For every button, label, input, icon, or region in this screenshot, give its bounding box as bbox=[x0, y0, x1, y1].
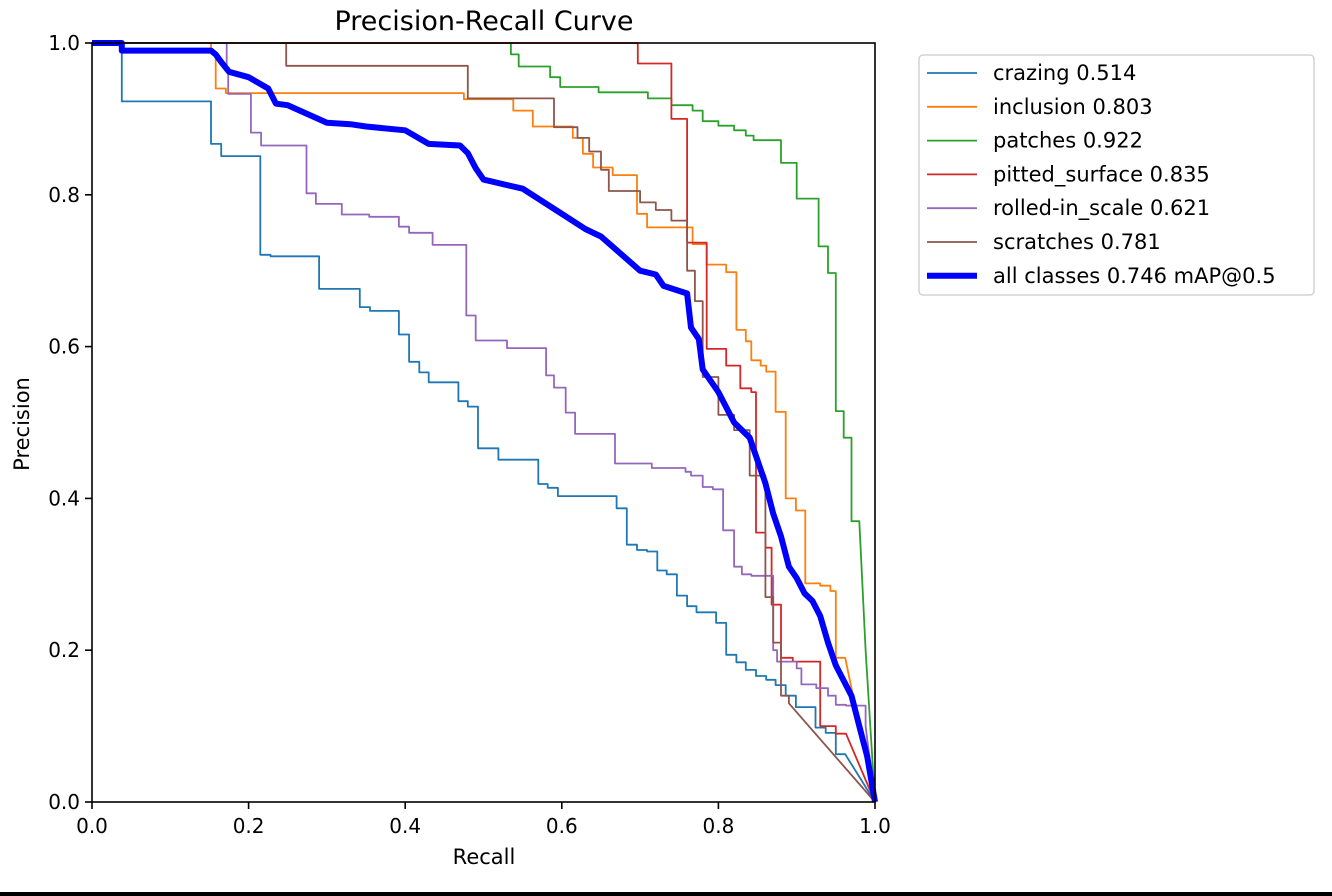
chart-title: Precision-Recall Curve bbox=[334, 6, 633, 37]
legend-label-1: inclusion 0.803 bbox=[993, 95, 1153, 119]
series-line-0 bbox=[92, 42, 876, 803]
legend-items: crazing 0.514 inclusion 0.803 patches 0.92… bbox=[927, 61, 1276, 288]
x-tick-label: 0.2 bbox=[233, 814, 265, 838]
series-line-3 bbox=[92, 42, 876, 803]
y-tick-label: 0.6 bbox=[48, 335, 80, 359]
legend-label-6: all classes 0.746 mAP@0.5 bbox=[993, 264, 1276, 288]
series-line-4 bbox=[92, 42, 876, 803]
legend-label-3: pitted_surface 0.835 bbox=[993, 162, 1210, 187]
y-tick-label: 1.0 bbox=[48, 31, 80, 55]
x-tick-label: 0.8 bbox=[702, 814, 734, 838]
x-tick-label: 0.4 bbox=[389, 814, 421, 838]
y-axis-ticks: 0.0 0.2 0.4 0.6 0.8 1.0 bbox=[48, 31, 92, 814]
x-tick-label: 0.6 bbox=[546, 814, 578, 838]
legend-label-0: crazing 0.514 bbox=[993, 61, 1136, 85]
y-tick-label: 0.4 bbox=[48, 486, 80, 510]
x-tick-label: 0.0 bbox=[76, 814, 108, 838]
plot-frame bbox=[91, 42, 876, 803]
plot-lines bbox=[92, 40, 878, 803]
legend-label-4: rolled-in_scale 0.621 bbox=[993, 196, 1210, 221]
series-line-6 bbox=[92, 40, 878, 803]
x-tick-label: 1.0 bbox=[859, 814, 891, 838]
x-axis-label: Recall bbox=[453, 845, 516, 869]
y-axis-label: Precision bbox=[10, 377, 34, 471]
legend-label-2: patches 0.922 bbox=[993, 129, 1143, 153]
y-tick-label: 0.0 bbox=[48, 790, 80, 814]
y-tick-label: 0.8 bbox=[48, 183, 80, 207]
legend: crazing 0.514 inclusion 0.803 patches 0.92… bbox=[918, 54, 1315, 296]
x-axis-ticks: 0.0 0.2 0.4 0.6 0.8 1.0 bbox=[76, 802, 891, 838]
bottom-border bbox=[0, 892, 1332, 896]
series-line-1 bbox=[92, 42, 876, 803]
legend-frame bbox=[918, 54, 1315, 296]
series-line-5 bbox=[92, 42, 876, 803]
y-tick-label: 0.2 bbox=[48, 638, 80, 662]
series-line-2 bbox=[92, 42, 876, 803]
legend-label-5: scratches 0.781 bbox=[993, 230, 1161, 254]
